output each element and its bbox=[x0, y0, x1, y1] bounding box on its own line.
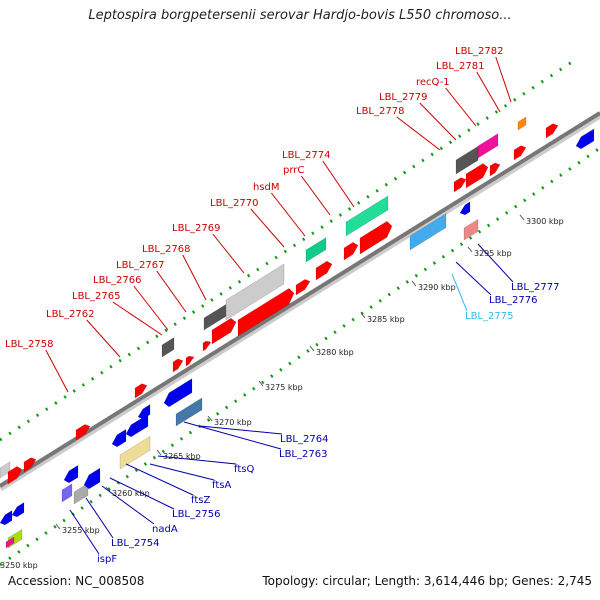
reverse-gene bbox=[63, 464, 79, 484]
forward-gene bbox=[343, 242, 359, 261]
forward-gene-label: LBL_2779 bbox=[379, 92, 427, 103]
reverse-gene-label: LBL_2756 bbox=[172, 509, 220, 520]
forward-gene-label: LBL_2758 bbox=[5, 339, 53, 350]
tick-label: 3250 kbp bbox=[0, 561, 38, 570]
gene-block bbox=[73, 482, 89, 505]
reverse-gene-label: ftsQ bbox=[234, 464, 254, 475]
gene-layer bbox=[0, 116, 595, 549]
forward-gene-label: LBL_2774 bbox=[282, 150, 330, 161]
inner-dotted-ring bbox=[0, 146, 600, 567]
summary-text: Topology: circular; Length: 3,614,446 bp… bbox=[262, 574, 592, 588]
forward-gene bbox=[172, 358, 184, 373]
gene-block bbox=[409, 213, 447, 251]
reverse-gene bbox=[575, 128, 595, 150]
forward-gene bbox=[545, 123, 559, 139]
reverse-gene-label: nadA bbox=[152, 524, 178, 535]
tick-label: 3265 kbp bbox=[163, 452, 201, 461]
reverse-gene-label: ftsZ bbox=[191, 495, 210, 506]
forward-gene bbox=[315, 260, 333, 281]
forward-gene bbox=[237, 288, 295, 337]
gene-block bbox=[455, 145, 479, 175]
reverse-gene-label: LBL_2777 bbox=[511, 282, 559, 293]
backbone-line bbox=[0, 111, 600, 488]
forward-gene bbox=[211, 317, 237, 345]
tick-label: 3270 kbp bbox=[214, 418, 252, 427]
forward-gene-label: LBL_2766 bbox=[93, 275, 141, 286]
forward-gene-label: LBL_2765 bbox=[72, 291, 120, 302]
forward-gene-label: prrC bbox=[283, 165, 304, 176]
reverse-gene-label: LBL_2775 bbox=[465, 311, 513, 322]
gene-block bbox=[305, 237, 327, 263]
forward-gene bbox=[75, 424, 91, 441]
tick-label: 3290 kbp bbox=[418, 283, 456, 292]
forward-gene bbox=[202, 340, 212, 352]
forward-gene bbox=[465, 163, 489, 189]
forward-gene-label: LBL_2770 bbox=[210, 198, 258, 209]
accession-text: Accession: NC_008508 bbox=[8, 574, 145, 588]
reverse-gene bbox=[137, 404, 151, 420]
gene-block bbox=[61, 483, 73, 503]
forward-gene bbox=[7, 466, 23, 485]
gene-block bbox=[225, 263, 285, 321]
gene-block bbox=[345, 195, 389, 237]
reverse-gene-label: ftsA bbox=[212, 480, 231, 491]
tick-label: 3285 kbp bbox=[367, 315, 405, 324]
gene-block bbox=[119, 435, 151, 470]
reverse-gene-label: LBL_2776 bbox=[489, 295, 537, 306]
reverse-gene bbox=[11, 502, 25, 518]
gene-block bbox=[517, 116, 527, 131]
forward-gene-label: LBL_2782 bbox=[455, 46, 503, 57]
forward-gene-label: LBL_2768 bbox=[142, 244, 190, 255]
reverse-gene bbox=[111, 428, 127, 448]
tick-label: 3260 kbp bbox=[112, 489, 150, 498]
reverse-gene bbox=[163, 378, 193, 408]
forward-gene-label: recQ-1 bbox=[416, 77, 450, 88]
tick-label: 3300 kbp bbox=[526, 217, 564, 226]
reverse-gene-label: ispF bbox=[97, 554, 117, 565]
gene-block bbox=[5, 536, 15, 549]
reverse-gene-label: LBL_2764 bbox=[280, 434, 328, 445]
gene-block bbox=[463, 218, 479, 241]
map-title: Leptospira borgpetersenii serovar Hardjo… bbox=[88, 8, 512, 23]
forward-gene-label: LBL_2762 bbox=[46, 309, 94, 320]
forward-gene bbox=[489, 162, 501, 177]
forward-gene bbox=[185, 355, 195, 367]
forward-gene bbox=[134, 383, 148, 399]
gene-block bbox=[161, 337, 175, 358]
reverse-gene bbox=[0, 510, 13, 526]
gene-block bbox=[477, 133, 499, 159]
forward-gene-label: LBL_2767 bbox=[116, 260, 164, 271]
gene-block bbox=[175, 397, 203, 427]
forward-gene-label: LBL_2781 bbox=[436, 61, 484, 72]
tick-label: 3295 kbp bbox=[474, 249, 512, 258]
forward-gene bbox=[453, 177, 467, 193]
tick-label: 3275 kbp bbox=[265, 383, 303, 392]
reverse-gene bbox=[459, 201, 471, 216]
label-layer: LBL_2758 LBL_2762 LBL_2765 LBL_2766 LBL_2767… bbox=[5, 46, 559, 565]
reverse-gene-label: LBL_2754 bbox=[111, 538, 159, 549]
tick-label: 3280 kbp bbox=[316, 348, 354, 357]
tick-layer: 3250 kbp 3255 kbp 3260 kbp 3265 kbp 3270 kbp… bbox=[0, 214, 564, 570]
reverse-gene-label: LBL_2763 bbox=[279, 449, 327, 460]
forward-gene bbox=[295, 279, 311, 296]
forward-gene-label: LBL_2769 bbox=[172, 223, 220, 234]
tick-label: 3255 kbp bbox=[62, 526, 100, 535]
forward-gene-label: hsdM bbox=[253, 182, 280, 193]
forward-gene bbox=[513, 145, 527, 161]
forward-gene bbox=[359, 220, 393, 255]
reverse-gene bbox=[83, 467, 101, 490]
forward-gene bbox=[23, 457, 37, 473]
forward-gene-label: LBL_2778 bbox=[356, 106, 404, 117]
